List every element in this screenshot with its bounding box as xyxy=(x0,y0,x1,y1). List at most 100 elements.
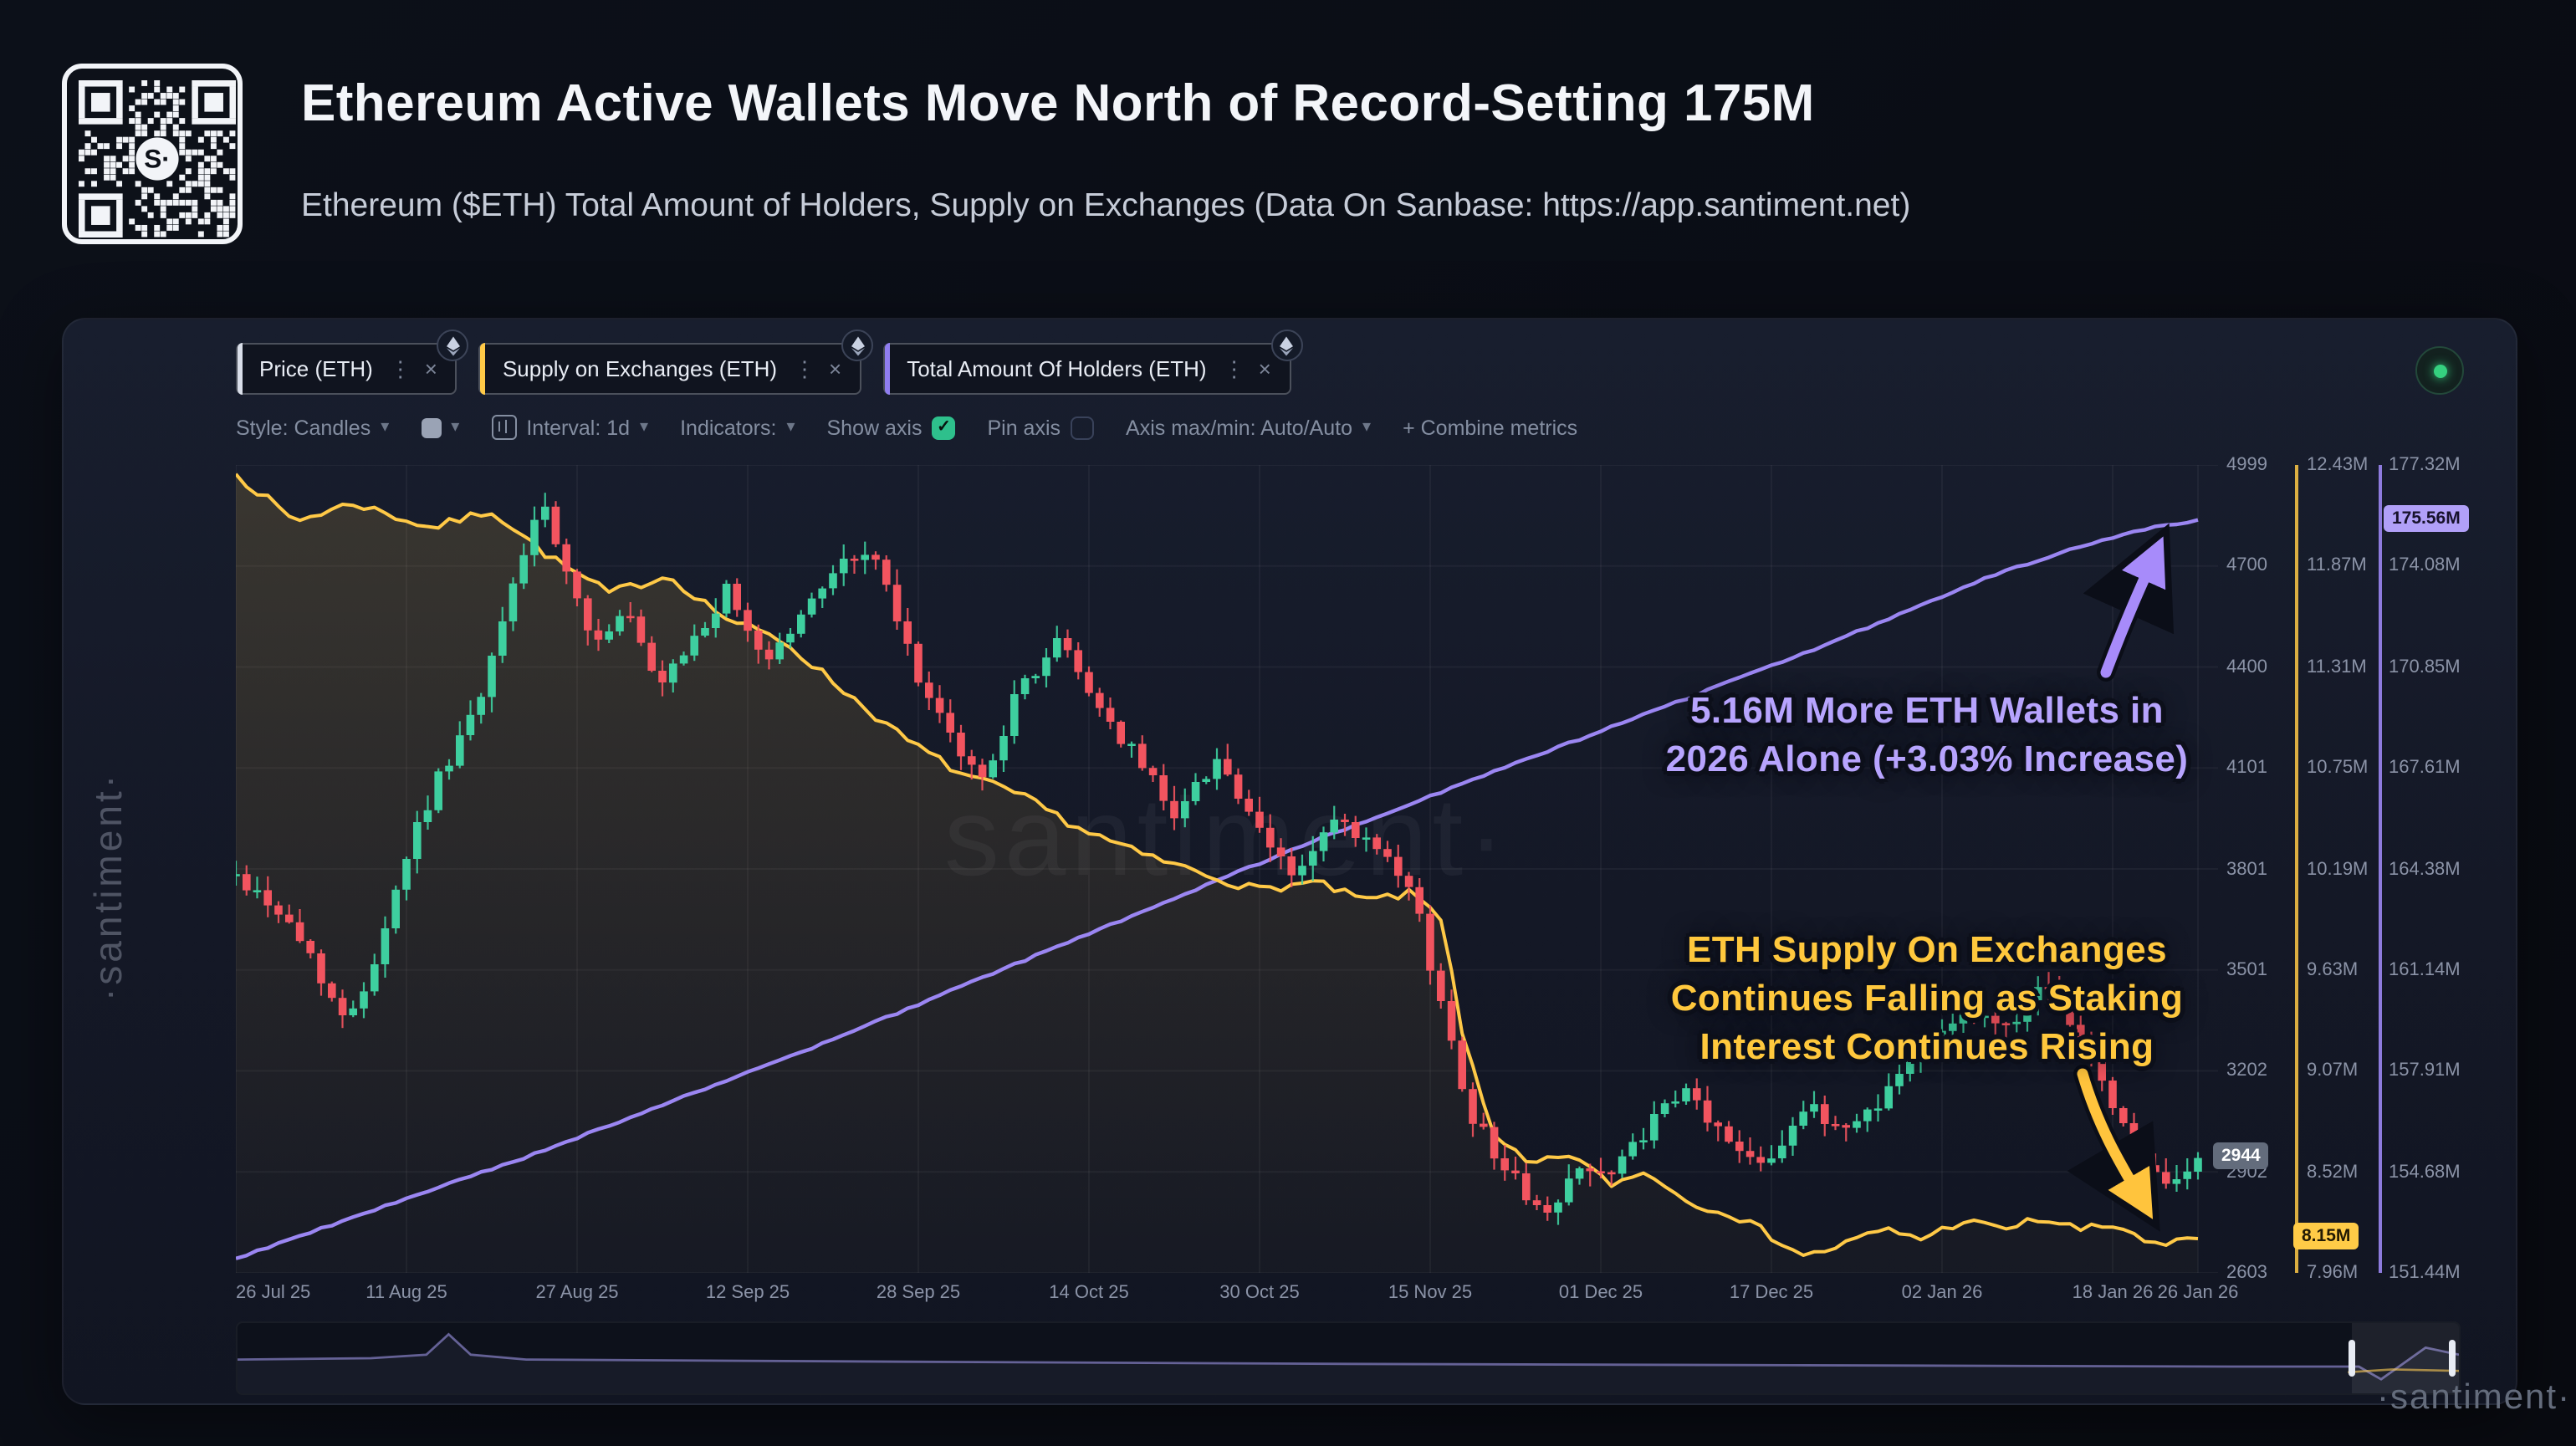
supply-axis[interactable]: 12.43M 11.87M 11.31M 10.75M 10.19M 9.63M 9.07M… xyxy=(2307,455,2384,1283)
date-tick: 02 Jan 26 xyxy=(1901,1283,1983,1303)
svg-text:S·: S· xyxy=(144,144,171,174)
axis-tick: 4101 xyxy=(2226,758,2267,779)
axis-tick: 164.38M xyxy=(2389,859,2461,879)
date-tick: 11 Aug 25 xyxy=(365,1283,447,1303)
axis-tick: 161.14M xyxy=(2389,959,2461,980)
annotation-line: Interest Continues Rising xyxy=(1699,1025,2154,1067)
date-tick: 15 Nov 25 xyxy=(1388,1283,1473,1303)
supply-current-badge: 8.15M xyxy=(2293,1223,2359,1249)
axis-tick: 11.31M xyxy=(2307,657,2367,677)
interval-icon xyxy=(491,415,517,440)
tab-total-holders[interactable]: Total Amount Of Holders (ETH) ⋮ × xyxy=(883,330,1303,395)
scrubber-handle-right[interactable] xyxy=(2449,1340,2456,1377)
date-tick: 26 Jan 26 xyxy=(2157,1283,2239,1303)
axis-tick: 174.08M xyxy=(2389,555,2461,576)
date-tick: 01 Dec 25 xyxy=(1558,1283,1643,1303)
price-axis[interactable]: 4999 4700 4400 4101 3801 3501 3202 2902 2603 xyxy=(2226,455,2293,1283)
eth-logo-icon xyxy=(1270,330,1303,361)
annotation-line: 5.16M More ETH Wallets in xyxy=(1690,689,2164,731)
date-tick: 18 Jan 26 xyxy=(2072,1283,2154,1303)
kebab-menu-icon[interactable]: ⋮ xyxy=(389,355,411,381)
kebab-menu-icon[interactable]: ⋮ xyxy=(1223,355,1245,381)
date-tick: 26 Jul 25 xyxy=(236,1283,311,1303)
style-dropdown[interactable]: Style: Candles ▾ xyxy=(236,416,390,439)
annotation-wallets: 5.16M More ETH Wallets in 2026 Alone (+3… xyxy=(1567,686,2287,783)
date-tick: 17 Dec 25 xyxy=(1729,1283,1814,1303)
tab-price-eth[interactable]: Price (ETH) ⋮ × xyxy=(236,330,469,395)
interval-dropdown[interactable]: Interval: 1d ▾ xyxy=(491,415,648,440)
checkbox-unchecked-icon[interactable] xyxy=(1071,416,1095,439)
axis-tick: 12.43M xyxy=(2307,455,2369,475)
axis-tick: 11.87M xyxy=(2307,555,2367,576)
holders-current-badge: 175.56M xyxy=(2384,505,2469,532)
qr-code: S· xyxy=(62,64,243,244)
axis-tick: 167.61M xyxy=(2389,758,2461,779)
tab-label: Price (ETH) xyxy=(259,356,373,381)
kebab-menu-icon[interactable]: ⋮ xyxy=(794,355,816,381)
annotation-line: 2026 Alone (+3.03% Increase) xyxy=(1665,738,2189,779)
holders-axis[interactable]: 177.32M 174.08M 170.85M 167.61M 164.38M 161.1… xyxy=(2389,455,2476,1283)
checkbox-checked-icon[interactable]: ✓ xyxy=(932,416,956,439)
axis-tick: 9.63M xyxy=(2307,959,2359,980)
minimap-svg xyxy=(238,1332,2459,1393)
date-tick: 27 Aug 25 xyxy=(535,1283,619,1303)
price-current-badge: 2944 xyxy=(2213,1142,2269,1169)
axis-tick: 9.07M xyxy=(2307,1060,2359,1081)
tab-accent-bar xyxy=(480,343,486,395)
close-icon[interactable]: × xyxy=(829,356,842,381)
axis-tick: 4700 xyxy=(2226,555,2267,576)
axis-tick: 10.19M xyxy=(2307,859,2369,879)
annotation-line: ETH Supply On Exchanges xyxy=(1687,928,2167,970)
tab-label: Supply on Exchanges (ETH) xyxy=(502,356,778,381)
chevron-down-icon: ▾ xyxy=(381,418,390,437)
eth-logo-icon xyxy=(841,330,874,361)
chevron-down-icon: ▾ xyxy=(786,418,795,437)
chevron-down-icon: ▾ xyxy=(1362,418,1372,437)
watermark-bottom-right: ·santiment· xyxy=(2377,1378,2572,1417)
annotation-supply: ETH Supply On Exchanges Continues Fallin… xyxy=(1567,925,2287,1070)
chart-toolbar: Style: Candles ▾ ▾ Interval: 1d ▾ Indicato… xyxy=(236,415,1577,440)
chart-plot-area[interactable]: santiment· xyxy=(236,465,2218,1273)
tab-accent-bar xyxy=(885,343,891,395)
show-axis-toggle[interactable]: Show axis ✓ xyxy=(827,416,956,439)
tab-accent-bar xyxy=(238,343,243,395)
qr-pattern-svg: S· xyxy=(79,80,236,238)
date-tick: 14 Oct 25 xyxy=(1049,1283,1129,1303)
close-icon[interactable]: × xyxy=(1258,356,1271,381)
axis-tick: 4999 xyxy=(2226,455,2267,475)
indicators-dropdown[interactable]: Indicators: ▾ xyxy=(680,416,795,439)
axis-tick: 151.44M xyxy=(2389,1263,2461,1283)
axis-tick: 3801 xyxy=(2226,859,2267,879)
color-swatch xyxy=(421,417,442,437)
axis-tick: 3501 xyxy=(2226,959,2267,980)
axis-tick: 8.52M xyxy=(2307,1162,2359,1183)
metric-tabs: Price (ETH) ⋮ × Supply on Exchanges (ETH… xyxy=(236,330,1303,395)
tab-label: Total Amount Of Holders (ETH) xyxy=(907,356,1207,381)
axis-tick: 170.85M xyxy=(2389,657,2461,677)
price-chart-svg[interactable] xyxy=(236,465,2218,1273)
pin-axis-toggle[interactable]: Pin axis xyxy=(987,416,1095,439)
axis-tick: 4400 xyxy=(2226,657,2267,677)
chevron-down-icon: ▾ xyxy=(640,418,649,437)
chart-card: Price (ETH) ⋮ × Supply on Exchanges (ETH… xyxy=(62,318,2517,1405)
axis-maxmin-dropdown[interactable]: Axis max/min: Auto/Auto ▾ xyxy=(1126,416,1372,439)
axis-tick: 10.75M xyxy=(2307,758,2369,779)
axis-tick: 3202 xyxy=(2226,1060,2267,1081)
supply-axis-line xyxy=(2295,465,2298,1273)
live-indicator-button[interactable] xyxy=(2415,346,2464,395)
color-swatch-dropdown[interactable]: ▾ xyxy=(421,417,459,437)
date-tick: 30 Oct 25 xyxy=(1219,1283,1300,1303)
scrubber-handle-left[interactable] xyxy=(2349,1340,2355,1377)
close-icon[interactable]: × xyxy=(424,356,437,381)
date-tick: 28 Sep 25 xyxy=(876,1283,961,1303)
eth-logo-icon xyxy=(437,330,469,361)
axis-tick: 154.68M xyxy=(2389,1162,2461,1183)
axis-tick: 157.91M xyxy=(2389,1060,2461,1081)
combine-metrics-button[interactable]: + Combine metrics xyxy=(1403,416,1578,439)
tab-supply-on-exchanges[interactable]: Supply on Exchanges (ETH) ⋮ × xyxy=(478,330,874,395)
scrubber-selection[interactable] xyxy=(2352,1323,2459,1393)
timeline-scrubber[interactable] xyxy=(236,1321,2461,1395)
axis-tick: 177.32M xyxy=(2389,455,2461,475)
chevron-down-icon: ▾ xyxy=(451,418,460,437)
